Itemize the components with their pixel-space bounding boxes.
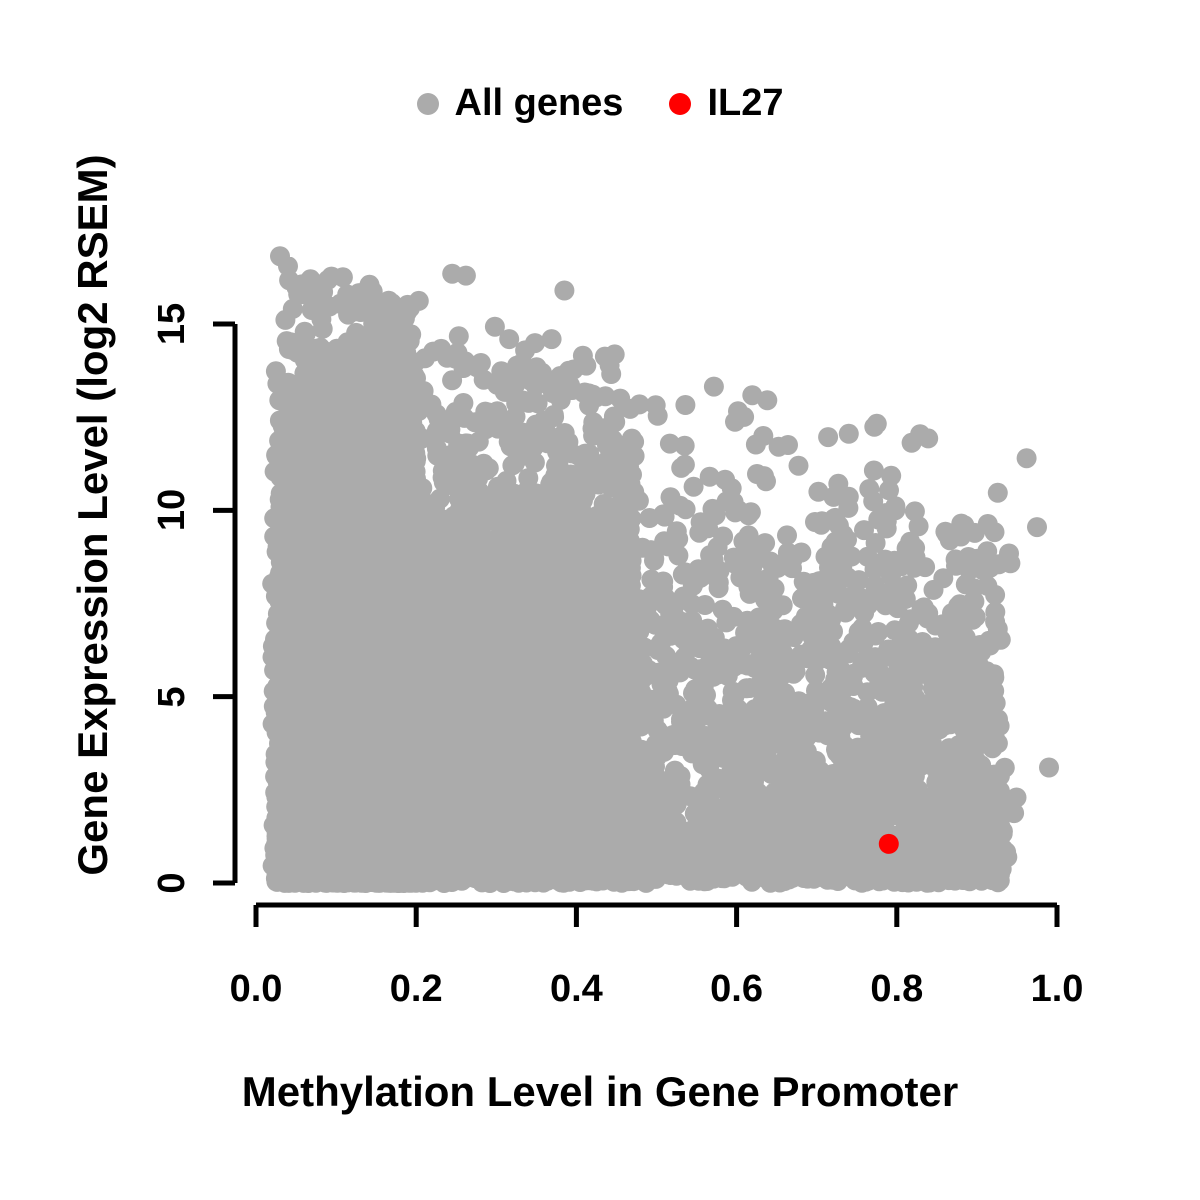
- y-tick-label: 5: [151, 686, 193, 708]
- red-dot-icon: [669, 92, 692, 115]
- y-tick-label: 0: [151, 872, 193, 894]
- x-tick-label: 0.2: [389, 968, 443, 1010]
- x-tick-label: 0.0: [229, 968, 283, 1010]
- legend-label-all-genes: All genes: [454, 82, 624, 124]
- legend-entry-il27: IL27: [669, 82, 784, 125]
- axes-layer: [213, 321, 1060, 927]
- legend: All genes IL27: [0, 82, 1200, 125]
- x-axis-title: Methylation Level in Gene Promoter: [241, 1068, 959, 1115]
- x-tick-label: 0.8: [870, 968, 924, 1010]
- x-axis-line: [253, 902, 1060, 927]
- highlight-point-layer: [878, 833, 899, 854]
- x-tick-label: 0.6: [710, 968, 763, 1010]
- y-axis-title: Gene Expression Level (log2 RSEM): [69, 154, 116, 876]
- y-tick-label: 10: [151, 489, 193, 532]
- x-tick-label: 0.4: [549, 968, 603, 1010]
- y-tick-label: 15: [151, 302, 193, 346]
- data-points-layer: [262, 246, 1059, 893]
- y-axis-line: [213, 321, 238, 886]
- il27-highlight-point[interactable]: [878, 833, 899, 854]
- legend-entry-all-genes: All genes: [416, 82, 624, 125]
- x-tick-label: 1.0: [1030, 968, 1084, 1010]
- legend-label-il27: IL27: [707, 82, 784, 124]
- gray-dot-icon: [416, 92, 439, 115]
- all-genes-point-cloud: [262, 246, 1059, 893]
